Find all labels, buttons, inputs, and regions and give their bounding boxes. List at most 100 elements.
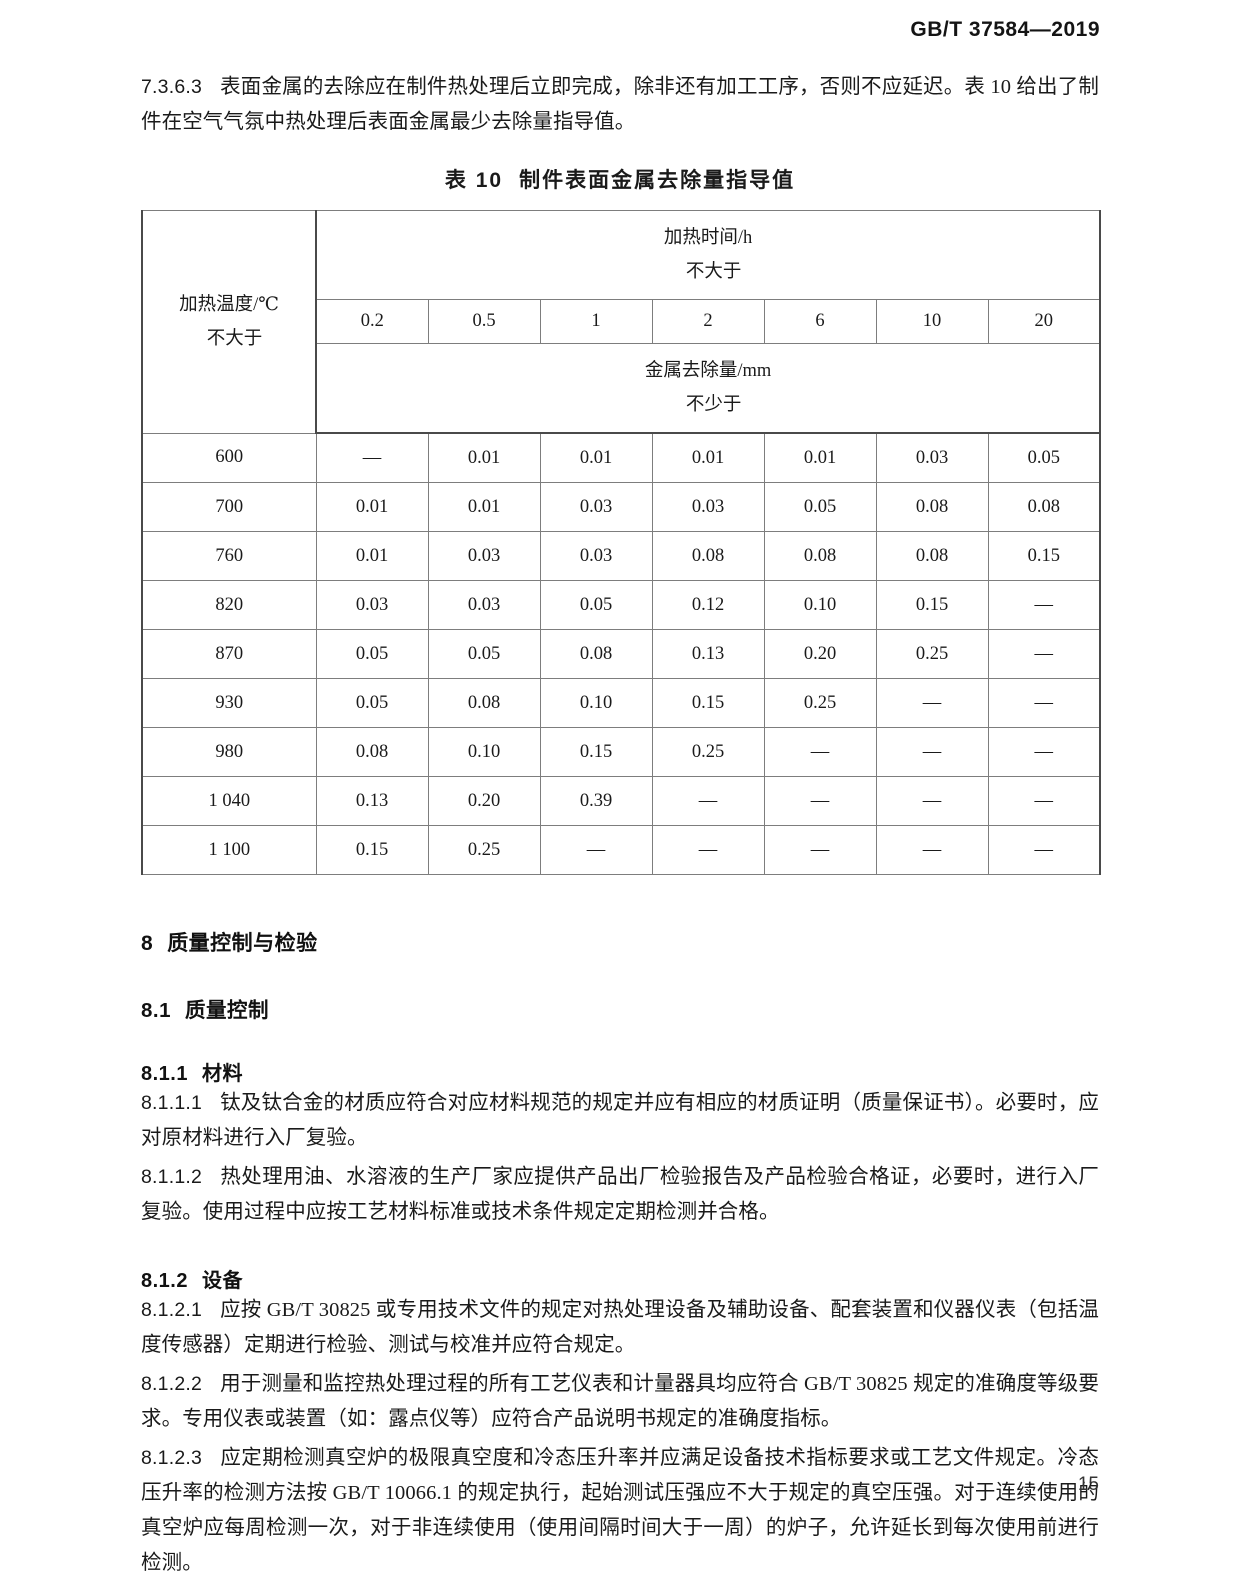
cell-removal: 0.12 (651, 580, 765, 630)
table-10-caption-number: 表 10 (444, 169, 504, 192)
cell-removal: 0.03 (651, 482, 765, 532)
clause-7-3-6-3-text: 表面金属的去除应在制件热处理后立即完成，除非还有加工工序，否则不应延迟。表 10… (141, 76, 1099, 133)
cell-removal: 0.01 (427, 482, 541, 532)
cell-temperature: 980 (141, 727, 317, 777)
table-10-caption-title: 制件表面金属去除量指导值 (519, 169, 796, 192)
table-row: 760 0.01 0.03 0.03 0.08 0.08 0.08 0.15 (141, 531, 1102, 581)
header-cell-metal-removal: 金属去除量/mm 不少于 (315, 343, 1102, 434)
clause-8-1-1-1-number: 8.1.1.1 (141, 1092, 203, 1114)
clause-8-1-2-3: 8.1.2.3 应定期检测真空炉的极限真空度和冷态压升率并应满足设备技术指标要求或… (141, 1441, 1099, 1581)
cell-removal: 0.15 (875, 580, 989, 630)
heading-section-8-1-2: 8.1.2 设备 (141, 1264, 1099, 1293)
column-header-cell: 1 (539, 299, 653, 344)
running-header-standard-number: GB/T 37584—2019 (910, 18, 1100, 41)
cell-removal: 0.03 (427, 580, 541, 630)
cell-removal: — (987, 776, 1102, 826)
cell-removal: 0.01 (427, 432, 541, 483)
cell-removal: 0.08 (539, 629, 653, 679)
cell-removal: — (875, 727, 989, 777)
cell-removal: 0.01 (315, 531, 429, 581)
clause-8-1-2-2-text: 用于测量和监控热处理过程的所有工艺仪表和计量器具均应符合 GB/T 30825 … (141, 1373, 1099, 1430)
column-header-cell: 20 (987, 299, 1102, 344)
clause-8-1-1-2: 8.1.1.2 热处理用油、水溶液的生产厂家应提供产品出厂检验报告及产品检验合格证… (141, 1160, 1099, 1230)
clause-7-3-6-3: 7.3.6.3 表面金属的去除应在制件热处理后立即完成，除非还有加工工序，否则不应… (141, 70, 1099, 140)
cell-removal: 0.03 (539, 531, 653, 581)
cell-removal: 0.05 (539, 580, 653, 630)
cell-removal: 0.05 (427, 629, 541, 679)
cell-removal: — (763, 776, 877, 826)
heading-section-8-1: 8.1 质量控制 (141, 993, 1099, 1023)
clause-8-1-2-1-text: 应按 GB/T 30825 或专用技术文件的规定对热处理设备及辅助设备、配套装置… (141, 1299, 1099, 1356)
header-temp-line1: 加热温度/℃ (179, 294, 279, 315)
header-removal-line1: 金属去除量/mm (644, 361, 772, 381)
heading-section-8-1-1-title: 材料 (201, 1063, 243, 1085)
cell-removal: 0.08 (987, 482, 1102, 532)
cell-removal: 0.08 (763, 531, 877, 581)
clause-8-1-2-3-text: 应定期检测真空炉的极限真空度和冷态压升率并应满足设备技术指标要求或工艺文件规定。… (141, 1447, 1099, 1574)
cell-removal: 0.01 (763, 432, 877, 483)
cell-temperature: 1 100 (141, 825, 317, 875)
cell-removal: — (763, 825, 877, 875)
cell-removal: 0.03 (539, 482, 653, 532)
cell-removal: — (315, 432, 429, 483)
cell-temperature: 1 040 (141, 776, 317, 826)
page-content: 7.3.6.3 表面金属的去除应在制件热处理后立即完成，除非还有加工工序，否则不应… (141, 70, 1102, 1585)
cell-removal: — (875, 678, 989, 728)
clause-8-1-2-2-number: 8.1.2.2 (141, 1373, 203, 1395)
cell-removal: 0.01 (539, 432, 653, 483)
cell-removal: 0.05 (315, 678, 429, 728)
cell-removal: 0.05 (763, 482, 877, 532)
cell-removal: — (763, 727, 877, 777)
cell-removal: 0.08 (875, 482, 989, 532)
cell-removal: 0.03 (875, 432, 989, 483)
cell-removal: 0.15 (651, 678, 765, 728)
cell-removal: 0.25 (651, 727, 765, 777)
header-temp-line2: 不大于 (206, 328, 263, 349)
cell-temperature: 820 (141, 580, 317, 630)
table-row: 700 0.01 0.01 0.03 0.03 0.05 0.08 0.08 (141, 482, 1102, 532)
cell-temperature: 600 (141, 432, 317, 483)
cell-removal: 0.15 (539, 727, 653, 777)
table-row: 930 0.05 0.08 0.10 0.15 0.25 — — (141, 678, 1102, 728)
cell-removal: 0.20 (763, 629, 877, 679)
clause-8-1-2-2: 8.1.2.2 用于测量和监控热处理过程的所有工艺仪表和计量器具均应符合 GB/T… (141, 1367, 1099, 1437)
cell-removal: — (875, 776, 989, 826)
column-header-cell: 0.2 (315, 299, 429, 344)
cell-temperature: 760 (141, 531, 317, 581)
cell-removal: 0.03 (427, 531, 541, 581)
header-time-line2: 不大于 (685, 262, 742, 282)
page-number: 15 (1077, 1474, 1099, 1495)
cell-removal: 0.08 (651, 531, 765, 581)
cell-removal: 0.39 (539, 776, 653, 826)
header-removal-line2: 不少于 (685, 395, 742, 415)
table-10-metal-removal: 加热温度/℃ 不大于 加热时间/h 不大于 0.2 0.5 1 2 6 10 2… (141, 210, 1102, 875)
cell-removal: — (539, 825, 653, 875)
column-header-cell: 6 (763, 299, 877, 344)
cell-removal: — (987, 825, 1102, 875)
heading-section-8-1-title: 质量控制 (185, 999, 269, 1022)
clause-8-1-2-3-number: 8.1.2.3 (141, 1447, 203, 1469)
cell-removal: 0.13 (651, 629, 765, 679)
document-page: GB/T 37584—2019 7.3.6.3 表面金属的去除应在制件热处理后立即… (141, 18, 1102, 1574)
cell-removal: — (875, 825, 989, 875)
cell-removal: 0.10 (539, 678, 653, 728)
cell-removal: 0.15 (987, 531, 1102, 581)
header-cell-heating-time: 加热时间/h 不大于 (315, 210, 1102, 300)
heading-section-8-1-1: 8.1.1 材料 (141, 1057, 1099, 1086)
cell-removal: 0.25 (427, 825, 541, 875)
cell-removal: 0.13 (315, 776, 429, 826)
clause-8-1-1-2-text: 热处理用油、水溶液的生产厂家应提供产品出厂检验报告及产品检验合格证，必要时，进行… (141, 1166, 1099, 1223)
clause-8-1-2-1-number: 8.1.2.1 (141, 1299, 203, 1321)
table-row: 980 0.08 0.10 0.15 0.25 — — — (141, 727, 1102, 777)
table-header-row-removal: 金属去除量/mm 不少于 (142, 343, 1102, 434)
column-header-cell: 10 (875, 299, 989, 344)
cell-removal: 0.05 (315, 629, 429, 679)
heading-section-8-1-1-number: 8.1.1 (141, 1063, 188, 1085)
cell-removal: — (987, 629, 1102, 679)
cell-removal: 0.08 (427, 678, 541, 728)
clause-8-1-1-1-text: 钛及钛合金的材质应符合对应材料规范的规定并应有相应的材质证明（质量保证书）。必要… (141, 1092, 1099, 1149)
heading-section-8-1-2-title: 设备 (201, 1270, 243, 1292)
cell-removal: — (987, 678, 1102, 728)
cell-removal: — (651, 776, 765, 826)
cell-removal: 0.10 (763, 580, 877, 630)
